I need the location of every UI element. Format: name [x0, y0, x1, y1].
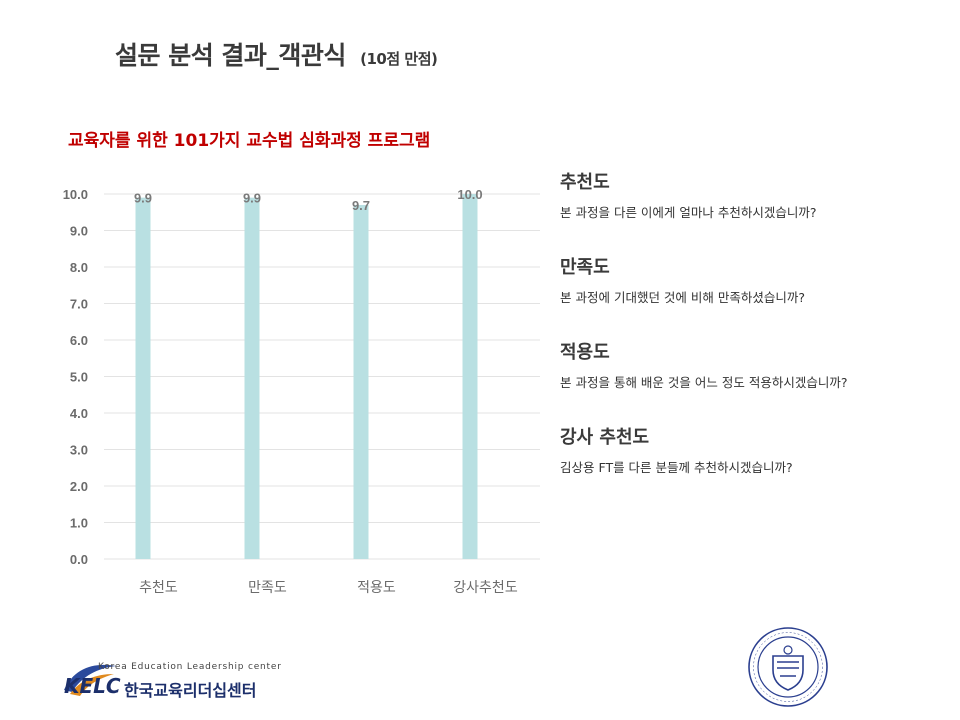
question-heading: 만족도	[560, 257, 610, 278]
data-label: 9.7	[352, 198, 370, 213]
data-label: 10.0	[457, 187, 482, 202]
y-tick-label: 4.0	[70, 406, 88, 421]
kelc-swoosh-icon	[64, 664, 116, 696]
data-label: 9.9	[243, 191, 261, 206]
question-heading: 적용도	[560, 342, 610, 363]
kelc-korean-name: 한국교육리더십센터	[124, 681, 257, 700]
slide-title-sub: (10점 만점)	[360, 50, 438, 68]
x-tick-label: 만족도	[248, 580, 287, 596]
question-application: 적용도 본 과정을 통해 배운 것을 어느 정도 적용하시겠습니까?	[560, 338, 950, 391]
slide-title: 설문 분석 결과_객관식 (10점 만점)	[115, 36, 438, 72]
data-label: 9.9	[134, 191, 152, 206]
question-instructor: 강사 추천도 김상용 FT를 다른 분들께 추천하시겠습니까?	[560, 423, 950, 476]
question-recommend: 추천도 본 과정을 다른 이에게 얼마나 추천하시겠습니까?	[560, 168, 950, 221]
slide-title-text: 설문 분석 결과_객관식	[115, 41, 346, 70]
y-tick-label: 7.0	[70, 297, 88, 312]
question-text: 본 과정에 기대했던 것에 비해 만족하셨습니까?	[560, 290, 806, 305]
y-tick-label: 1.0	[70, 516, 88, 531]
kelc-english-name: Korea Education Leadership center	[98, 662, 282, 672]
x-tick-label: 추천도	[139, 580, 178, 596]
y-tick-label: 3.0	[70, 443, 88, 458]
y-tick-label: 9.0	[70, 224, 88, 239]
x-tick-label: 강사추천도	[453, 580, 518, 596]
y-tick-label: 2.0	[70, 479, 88, 494]
bar	[353, 204, 369, 559]
y-tick-label: 8.0	[70, 260, 88, 275]
question-text: 본 과정을 통해 배운 것을 어느 정도 적용하시겠습니까?	[560, 375, 848, 390]
bar	[462, 194, 478, 559]
kelc-abbr: KELC	[64, 674, 121, 698]
chart-title: 교육자를 위한 101가지 교수법 심화과정 프로그램	[68, 131, 431, 151]
y-tick-label: 10.0	[63, 187, 88, 202]
y-tick-label: 0.0	[70, 552, 88, 567]
bar	[135, 197, 151, 559]
question-satisfaction: 만족도 본 과정에 기대했던 것에 비해 만족하셨습니까?	[560, 253, 950, 306]
y-tick-label: 5.0	[70, 370, 88, 385]
y-tick-label: 6.0	[70, 333, 88, 348]
question-text: 김상용 FT를 다른 분들께 추천하시겠습니까?	[560, 460, 793, 475]
bar	[244, 197, 260, 559]
kelc-logo: Korea Education Leadership center KELC 한…	[60, 660, 281, 700]
x-tick-label: 적용도	[357, 580, 396, 596]
question-heading: 추천도	[560, 172, 610, 193]
university-seal-icon	[748, 627, 828, 707]
question-text: 본 과정을 다른 이에게 얼마나 추천하시겠습니까?	[560, 205, 817, 220]
question-heading: 강사 추천도	[560, 427, 650, 448]
bar-chart: 0.0 1.0 2.0 3.0 4.0 5.0 6.0 7.0 8.0 9.0 10.0 9.9 추천도…	[63, 187, 540, 596]
